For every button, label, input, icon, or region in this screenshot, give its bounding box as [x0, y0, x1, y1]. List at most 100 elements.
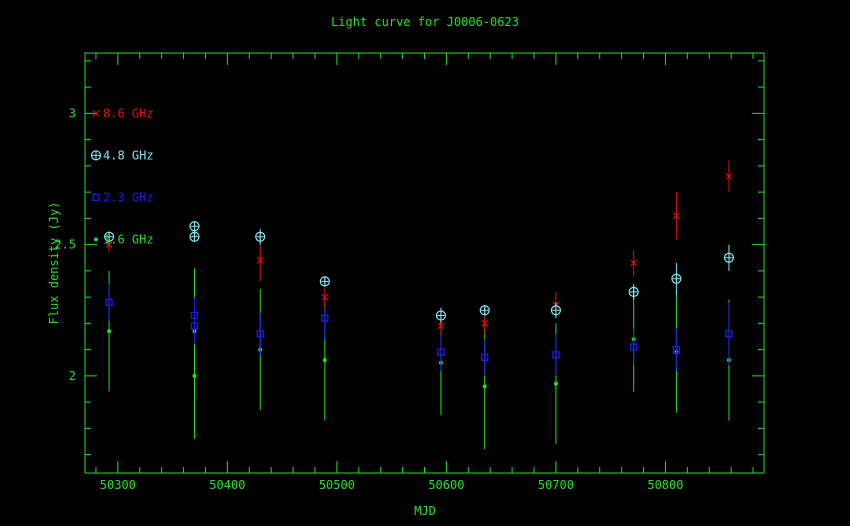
data-point: [481, 312, 489, 334]
data-point: [256, 312, 264, 355]
data-point: [103, 231, 115, 242]
y-tick-label: 2.5: [54, 238, 76, 252]
marker-square: [725, 330, 733, 338]
point-marker: [107, 329, 112, 334]
point-marker: [319, 276, 330, 287]
point-marker: [256, 256, 264, 264]
data-point: [189, 231, 200, 242]
data-point: [630, 249, 638, 277]
legend-item: 4.8 GHz: [90, 148, 154, 162]
x-tick-label: 50500: [319, 478, 355, 492]
point-marker: [481, 353, 489, 362]
legend-item: 1.6 GHz: [94, 232, 154, 246]
legend-marker: [92, 109, 100, 117]
point-marker: [479, 305, 490, 316]
marker-square: [190, 322, 199, 330]
data-point: [435, 307, 447, 324]
marker-square: [672, 345, 681, 354]
marker-square: [630, 343, 638, 351]
data-point: [552, 333, 560, 376]
marker-square: [256, 330, 264, 338]
data-point: [672, 328, 681, 371]
chart-title: Light curve for J0006-0623: [331, 15, 519, 29]
marker-square: [92, 193, 100, 202]
data-point: [630, 328, 638, 366]
legend-item: 8.6 GHz: [92, 106, 154, 120]
point-marker: [630, 343, 638, 351]
point-marker: [481, 319, 489, 327]
marker-stroke: [256, 256, 264, 264]
plot-frame: [84, 52, 765, 474]
point-marker: [103, 231, 115, 242]
x-tick-label: 50600: [428, 478, 464, 492]
legend-label: 8.6 GHz: [103, 106, 154, 120]
marker-square: [437, 348, 445, 356]
point-marker: [189, 231, 200, 242]
point-marker: [553, 381, 558, 386]
marker-stroke: [105, 241, 113, 249]
marker-stroke: [725, 172, 733, 180]
point-marker: [192, 373, 197, 378]
data-point: [672, 192, 680, 240]
data-point: [550, 302, 562, 319]
point-marker: [321, 293, 329, 301]
marker-stroke: [437, 322, 445, 330]
point-marker: [255, 231, 266, 242]
marker-square: [105, 298, 113, 307]
legend-marker: [94, 237, 98, 242]
marker-stroke: [481, 319, 489, 327]
data-point: [105, 284, 113, 321]
point-marker: [672, 345, 681, 354]
x-tick-label: 50300: [100, 478, 136, 492]
point-marker: [725, 172, 733, 180]
legend-label: 1.6 GHz: [103, 232, 154, 246]
marker-dot: [107, 329, 112, 334]
data-marks: [103, 160, 735, 450]
point-marker: [322, 358, 327, 363]
data-point: [190, 307, 199, 345]
data-point: [479, 305, 490, 316]
point-marker: [105, 241, 113, 249]
data-point: [189, 221, 200, 232]
data-point: [481, 339, 489, 376]
point-marker: [550, 305, 562, 316]
point-marker: [435, 310, 447, 321]
data-point: [256, 239, 264, 282]
point-marker: [105, 298, 113, 307]
legend-label: 2.3 GHz: [103, 190, 154, 204]
point-marker: [482, 384, 487, 389]
point-marker: [190, 322, 199, 330]
marker-dot: [482, 384, 487, 389]
point-marker: [321, 314, 329, 322]
data-point: [628, 284, 639, 300]
data-point: [725, 302, 733, 366]
data-point: [723, 244, 735, 271]
marker-stroke: [672, 212, 680, 220]
marker-dot: [553, 381, 558, 386]
legend-marker: [92, 193, 100, 202]
point-marker: [256, 330, 264, 338]
legend: 8.6 GHz 4.8 GHz 2.3 GHz 1.6 GHz: [90, 106, 154, 246]
y-tick-label: 3: [69, 106, 76, 120]
data-point: [321, 286, 329, 308]
marker-dot: [94, 237, 98, 242]
point-marker: [552, 351, 560, 359]
marker-stroke: [321, 293, 329, 301]
x-tick-label: 50800: [647, 478, 683, 492]
point-marker: [437, 322, 445, 330]
marker-square: [481, 353, 489, 362]
data-point: [437, 333, 445, 371]
axis-ticks: 50300 50400 50500 50600 50700 50800 2 2.5 3: [54, 53, 764, 492]
y-axis-label: Flux density (Jy): [47, 202, 61, 325]
x-axis-label: MJD: [414, 504, 436, 518]
point-marker: [189, 221, 200, 232]
point-marker: [630, 259, 638, 267]
data-point: [671, 263, 682, 295]
point-marker: [672, 212, 680, 220]
data-point: [319, 276, 330, 287]
marker-dot: [322, 358, 327, 363]
legend-label: 4.8 GHz: [103, 148, 154, 162]
data-point: [725, 160, 733, 193]
